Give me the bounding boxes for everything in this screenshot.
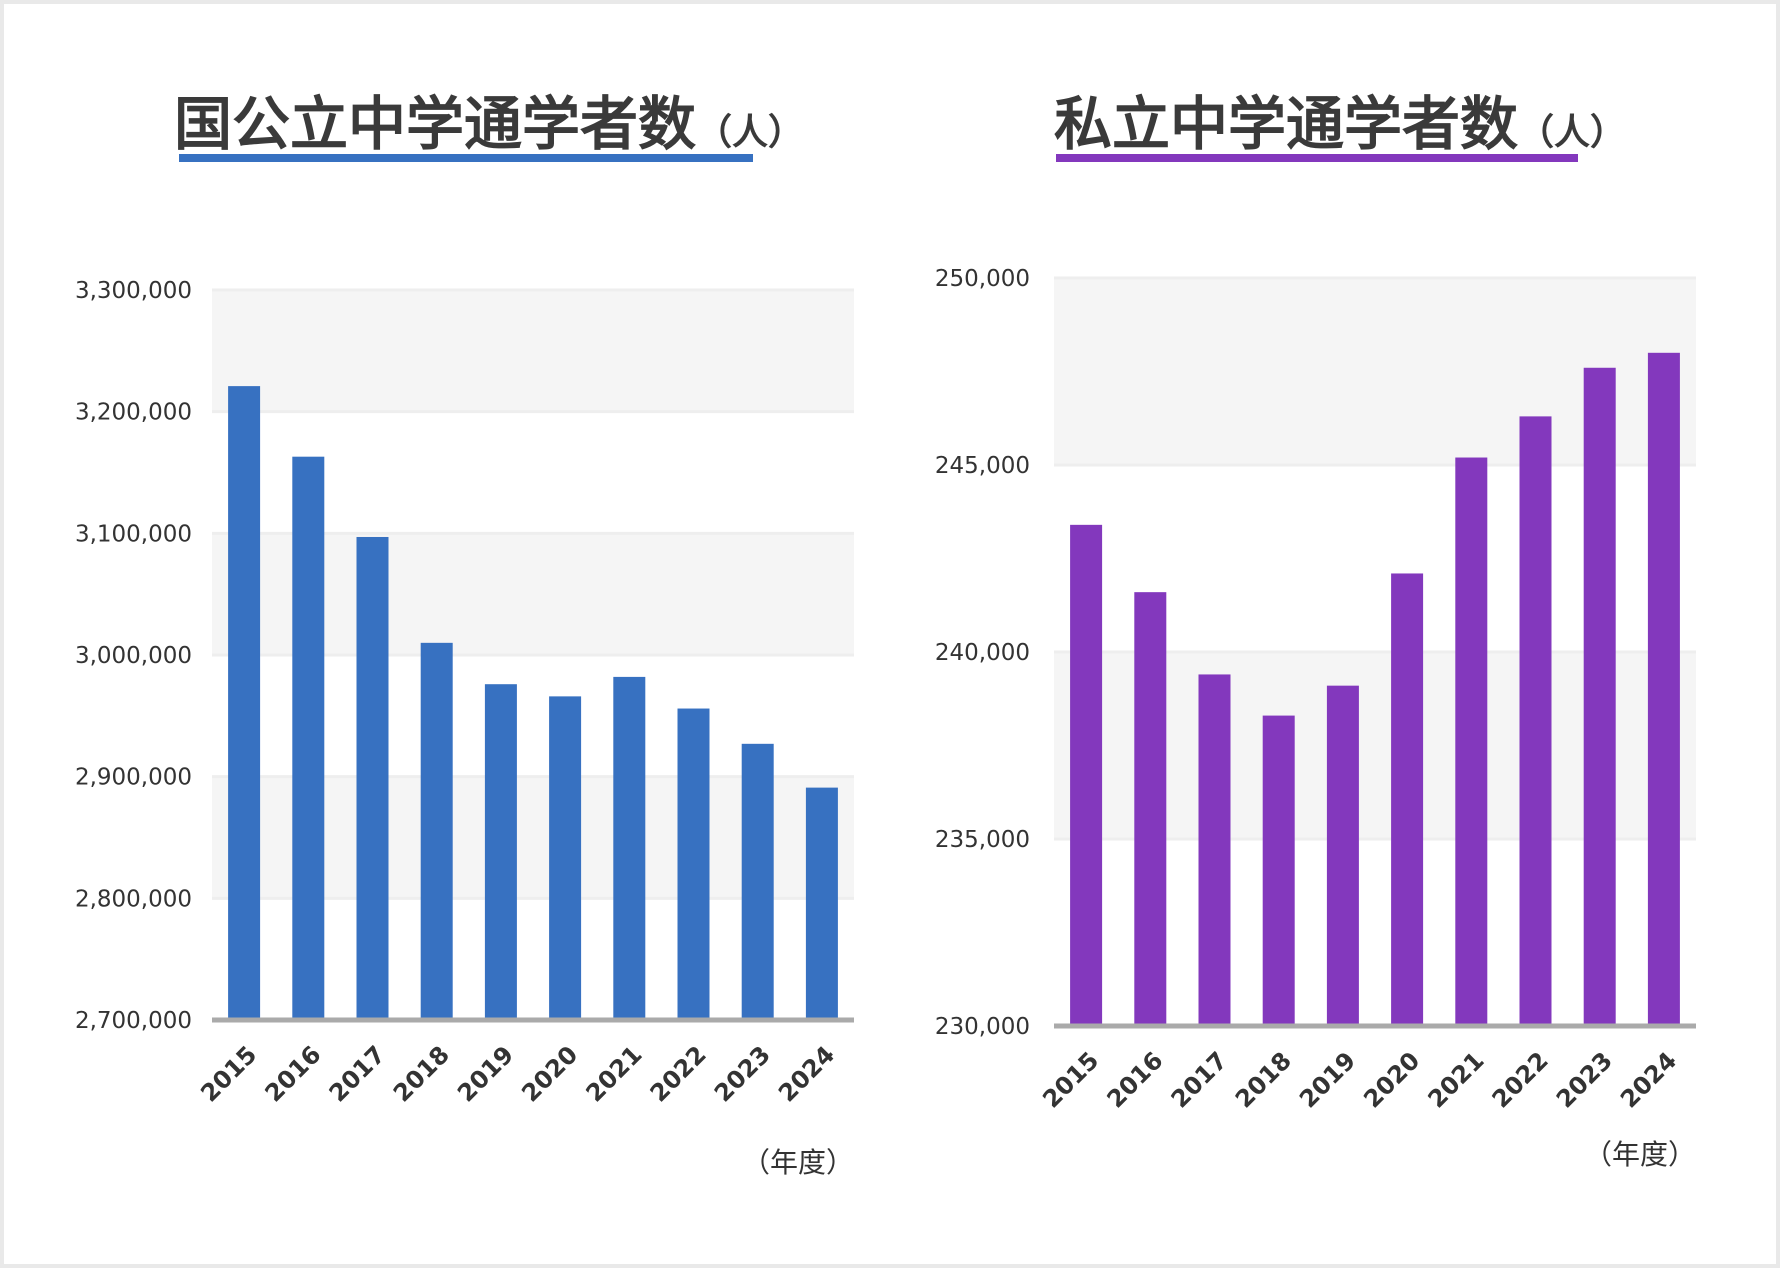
chart-title-unit: （人） [696,112,804,153]
x-tick-label: 2015 [195,1040,262,1107]
x-tick-label: 2024 [773,1040,840,1107]
bar [1326,685,1359,1026]
bar [1070,524,1103,1026]
x-tick-label: 2022 [645,1040,712,1107]
chart-national-public: 国公立中学通学者数（人） 3,300,000 3,200,000 3,100,000 3… [75,90,854,1179]
x-tick-label: 2017 [1166,1046,1233,1113]
y-tick-label: 3,000,000 [75,643,192,669]
x-tick-label: 2021 [581,1040,648,1107]
bar [549,696,582,1020]
bar [1583,367,1616,1026]
y-tick-label: 3,100,000 [75,521,192,547]
bar [805,787,838,1020]
bar [1647,352,1680,1026]
y-tick-label: 235,000 [935,827,1030,853]
y-tick-label: 250,000 [935,266,1030,292]
bar [1262,715,1295,1026]
x-tick-label: 2019 [452,1040,519,1107]
bar [228,386,261,1020]
x-tick-label: 2023 [709,1040,776,1107]
bar [1198,674,1231,1026]
y-tick-label: 2,700,000 [75,1008,192,1034]
grid-band [212,290,854,412]
bar [292,456,325,1020]
y-tick-label: 2,800,000 [75,886,192,912]
y-tick-label: 230,000 [935,1014,1030,1040]
chart-title-unit: （人） [1518,112,1626,153]
x-tick-label: 2021 [1423,1046,1490,1113]
y-tick-label: 3,300,000 [75,278,192,304]
bar [420,642,453,1020]
x-tick-label: 2024 [1615,1046,1682,1113]
x-tick-label: 2018 [388,1040,455,1107]
bar [613,676,646,1020]
bar [677,708,710,1020]
chart-title-text: 国公立中学通学者数 [174,90,696,158]
x-tick-label: 2017 [324,1040,391,1107]
x-tick-label: 2020 [1358,1046,1425,1113]
x-tick-label: 2020 [516,1040,583,1107]
bar [1391,573,1424,1026]
chart-private: 私立中学通学者数（人） 250,000 245,000 240,000 235,000 2… [935,90,1696,1171]
x-axis-unit-label: （年度） [1584,1138,1696,1171]
y-tick-label: 245,000 [935,453,1030,479]
x-tick-label: 2023 [1551,1046,1618,1113]
chart-frame: 国公立中学通学者数（人） 3,300,000 3,200,000 3,100,000 3… [4,4,1776,1264]
bar [1455,457,1488,1026]
x-tick-label: 2015 [1037,1046,1104,1113]
y-tick-label: 2,900,000 [75,765,192,791]
x-tick-label: 2016 [260,1040,327,1107]
bar [484,684,517,1020]
x-tick-label: 2019 [1294,1046,1361,1113]
y-tick-label: 240,000 [935,640,1030,666]
chart-title: 私立中学通学者数（人） [1054,90,1626,158]
bar [356,536,389,1020]
bar [741,743,774,1020]
bar [1519,416,1552,1026]
bar [1134,592,1167,1026]
y-tick-label: 3,200,000 [75,400,192,426]
chart-title: 国公立中学通学者数（人） [174,90,804,158]
x-axis-unit-label: （年度） [742,1146,854,1179]
chart-title-text: 私立中学通学者数 [1054,90,1518,158]
title-underline [179,154,753,162]
x-tick-label: 2016 [1102,1046,1169,1113]
x-tick-label: 2018 [1230,1046,1297,1113]
title-underline [1056,154,1578,162]
x-tick-label: 2022 [1487,1046,1554,1113]
